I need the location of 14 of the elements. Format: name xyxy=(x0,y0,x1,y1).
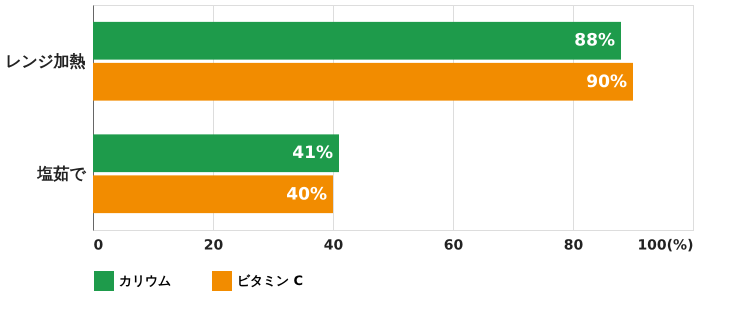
legend-label: ビタミン C xyxy=(237,274,304,289)
x-tick-label: 60 xyxy=(444,238,464,254)
x-tick-label: 0 xyxy=(94,238,104,254)
x-tick-label: 80 xyxy=(564,238,584,254)
x-tick-label: 40 xyxy=(324,238,344,254)
y-tick-label: 塩茹で xyxy=(36,164,86,183)
data-label: 40% xyxy=(286,184,327,204)
legend-label: カリウム xyxy=(119,274,171,289)
x-tick-label: 20 xyxy=(204,238,224,254)
data-label: 88% xyxy=(574,30,615,51)
data-label: 41% xyxy=(292,143,333,164)
x-tick-label: 100(%) xyxy=(637,238,694,254)
data-label: 90% xyxy=(586,72,627,92)
y-tick-label: レンジ加熱 xyxy=(6,51,86,70)
